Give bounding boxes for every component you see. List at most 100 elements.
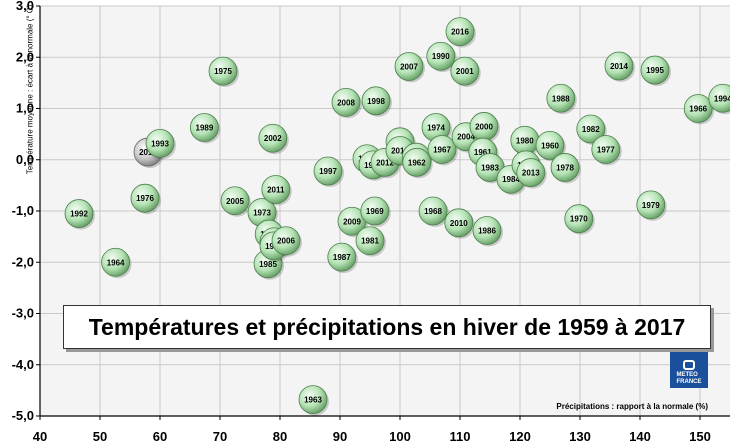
data-point [640,55,670,85]
point-label: 2015 [391,147,409,156]
point-label: 2005 [226,197,244,206]
data-point [535,130,565,160]
data-point [394,52,424,81]
x-tick-label: 120 [509,429,531,444]
logo-mark-icon [683,360,695,370]
point-label: 1993 [151,139,169,148]
data-point [64,199,94,228]
x-tick-label: 40 [33,429,47,444]
x-tick-label: 110 [450,429,471,444]
y-tick-label: -2,0 [12,254,34,269]
point-label: 2014 [610,62,628,71]
data-point [101,247,130,277]
point-label: 1969 [366,207,384,216]
point-label: 1981 [361,237,379,246]
chart-title-box: Températures et précipitations en hiver … [63,305,711,349]
point-label: 1962 [408,158,426,167]
y-tick-label: -4,0 [12,357,34,372]
point-label: 1994 [714,94,730,103]
point-label: 1963 [304,396,322,405]
point-label: 1989 [196,123,214,132]
y-tick-label: -1,0 [12,203,34,218]
point-label: 2011 [267,185,285,194]
data-point [220,186,250,216]
point-label: 2004 [457,133,475,142]
y-tick-label: 1,0 [16,101,34,116]
data-point [427,135,457,164]
data-point [444,208,474,238]
data-points: 1992196419762017199319891975200519731971… [64,17,730,416]
point-label: 2007 [400,62,418,71]
y-tick-label: 0,0 [16,152,34,167]
data-point [636,190,666,220]
data-point [331,87,361,117]
data-point [683,94,713,123]
point-label: 2002 [264,134,282,143]
data-point [130,183,160,213]
data-point [564,204,594,234]
point-label: 2017 [139,148,157,157]
point-label: 1980 [516,136,534,145]
data-point [327,242,357,272]
point-label: 1988 [552,94,570,103]
logo-text: METEO FRANCE [676,372,702,385]
data-point [445,17,475,47]
data-point [426,41,456,71]
y-tick-label: -3,0 [12,306,34,321]
data-point [360,196,390,226]
point-label: 1995 [646,66,664,75]
point-label: 1974 [427,123,445,132]
point-label: 2016 [451,28,469,37]
point-label: 2006 [277,237,295,246]
point-label: 2009 [343,217,361,226]
x-tick-label: 50 [93,429,107,444]
x-tick-label: 130 [569,429,591,444]
point-label: 1983 [481,163,499,172]
data-point [298,385,328,415]
data-point [591,135,621,164]
point-label: 2008 [337,98,355,107]
data-point [402,147,432,177]
point-label: 1990 [432,52,450,61]
y-tick-label: 2,0 [16,49,34,64]
point-label: 2013 [522,169,540,178]
data-point [472,216,502,245]
point-label: 2012 [376,158,394,167]
x-tick-label: 70 [213,429,227,444]
point-label: 1985 [259,260,277,269]
data-point [576,114,606,144]
x-tick-label: 100 [389,429,411,444]
x-tick-label: 150 [689,429,711,444]
point-label: 1986 [478,226,496,235]
point-label: 2010 [450,219,468,228]
point-label: 1966 [689,105,707,114]
axes: 3,0 2,0 1,0 0,0 -1,0 -2,0 -3,0 -4,0 -5,0 40 50 60 70… [12,0,730,444]
point-label: 2001 [456,67,474,76]
point-label: 1982 [582,125,600,134]
meteo-france-logo: METEO FRANCE [670,352,708,388]
point-label: 1973 [253,209,271,218]
point-label: 1992 [70,210,88,219]
data-point [258,123,288,153]
data-point [145,128,175,158]
data-point [546,83,576,113]
point-label: 1984 [502,175,520,184]
x-tick-label: 140 [629,429,651,444]
data-point [361,86,391,116]
data-point [708,83,730,113]
data-point [261,175,291,204]
point-label: 1967 [433,146,451,155]
data-point [313,156,343,186]
point-label: 1975 [214,67,232,76]
data-point [189,113,219,142]
x-tick-label: 80 [273,429,287,444]
point-label: 1960 [541,141,559,150]
point-label: 1976 [136,194,154,203]
data-point [450,56,480,86]
data-point [550,153,580,182]
chart-title: Températures et précipitations en hiver … [88,313,686,340]
point-label: 1987 [333,253,351,262]
point-label: 1977 [597,146,615,155]
point-label: 1968 [424,207,442,216]
